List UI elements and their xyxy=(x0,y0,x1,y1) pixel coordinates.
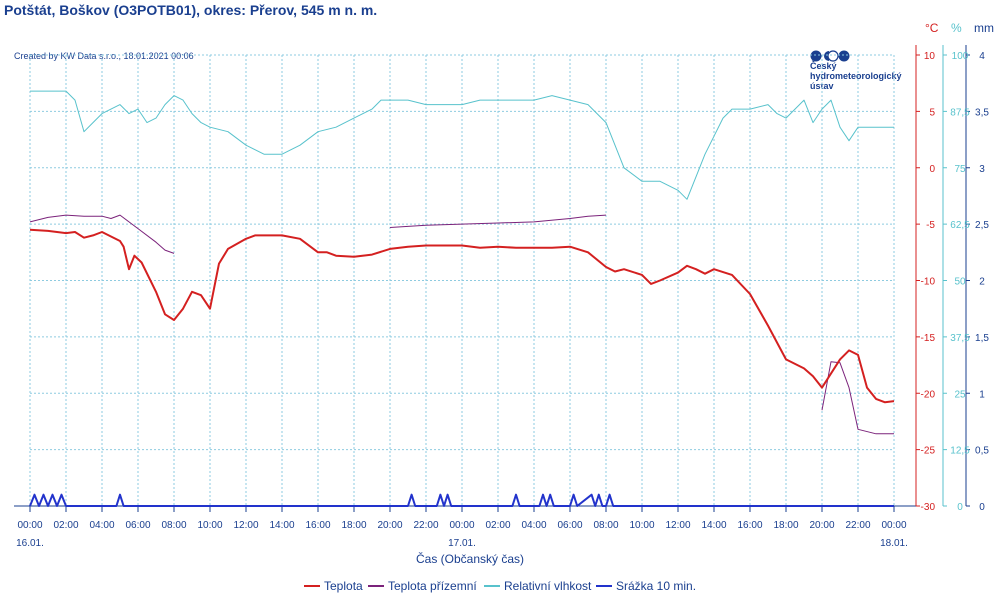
temperature-tick-label: 5 xyxy=(929,107,935,118)
x-tick-label: 18:00 xyxy=(341,520,366,531)
chmi-logo-text: Český hydrometeorologický ústav xyxy=(810,61,902,91)
legend-item: Teplota xyxy=(324,579,363,593)
humidity-tick-label: 12,5 xyxy=(950,446,970,457)
series-line-teplota-prizemni xyxy=(821,361,894,435)
x-tick-label: 14:00 xyxy=(701,520,726,531)
x-tick-label: 00:00 xyxy=(17,520,42,531)
series-line-relativni-vlhkost xyxy=(30,90,894,200)
x-tick-label: 18:00 xyxy=(773,520,798,531)
grid xyxy=(29,54,895,507)
logo-line: Český xyxy=(810,61,837,71)
precipitation-tick-label: 3,5 xyxy=(975,107,989,118)
precipitation-tick-label: 0 xyxy=(979,502,985,513)
precipitation-tick-label: 0,5 xyxy=(975,446,989,457)
series-line-teplota-prizemni xyxy=(29,214,175,254)
tick-labels: 00:00 02:00 04:00 06:00 08:00 10:00 12:00 14:00… xyxy=(16,51,989,549)
humidity-tick-label: 87,5 xyxy=(950,107,970,118)
humidity-tick-label: 37,5 xyxy=(950,333,970,344)
precipitation-tick-label: 4 xyxy=(979,51,985,62)
legend: Teplota Teplota přízemní Relativní vlhkost… xyxy=(304,579,696,593)
x-tick-label: 16:00 xyxy=(737,520,762,531)
x-tick-label: 10:00 xyxy=(197,520,222,531)
x-tick-label: 08:00 xyxy=(593,520,618,531)
precipitation-tick-label: 2,5 xyxy=(975,220,989,231)
x-tick-label: 00:00 xyxy=(881,520,906,531)
x-tick-label: 20:00 xyxy=(377,520,402,531)
date-label: 16.01. xyxy=(16,538,44,549)
humidity-tick-label: 62,5 xyxy=(950,220,970,231)
x-tick-label: 08:00 xyxy=(161,520,186,531)
x-tick-label: 16:00 xyxy=(305,520,330,531)
credit-text: Created by KW Data s.r.o., 18.01.2021 00… xyxy=(14,51,194,61)
temperature-tick-label: -10 xyxy=(921,277,936,288)
humidity-tick-label: 100 xyxy=(952,51,969,62)
x-tick-label: 06:00 xyxy=(125,520,150,531)
date-label: 18.01. xyxy=(880,538,908,549)
temperature-tick-label: -30 xyxy=(921,502,936,513)
page-title: Potštát, Boškov (O3POTB01), okres: Přero… xyxy=(4,2,378,18)
legend-item: Teplota přízemní xyxy=(388,579,477,593)
x-tick-label: 14:00 xyxy=(269,520,294,531)
humidity-tick-label: 0 xyxy=(957,502,963,513)
series-line-teplota-prizemni xyxy=(389,214,607,228)
humidity-tick-label: 50 xyxy=(954,277,966,288)
temperature-tick-label: -5 xyxy=(926,220,935,231)
x-tick-label: 12:00 xyxy=(233,520,258,531)
humidity-tick-label: 25 xyxy=(954,389,966,400)
x-axis-label: Čas (Občanský čas) xyxy=(416,551,524,566)
x-tick-label: 00:00 xyxy=(449,520,474,531)
series-line-teplota xyxy=(29,228,895,404)
series-layer xyxy=(29,90,895,507)
chmi-logo-icon xyxy=(810,50,850,62)
precipitation-tick-label: 1 xyxy=(979,389,985,400)
temperature-tick-label: -25 xyxy=(921,446,936,457)
humidity-tick-label: 75 xyxy=(954,164,966,175)
temperature-tick-label: -15 xyxy=(921,333,936,344)
temperature-unit-label: °C xyxy=(925,21,939,35)
precipitation-tick-label: 1,5 xyxy=(975,333,989,344)
x-tick-label: 04:00 xyxy=(521,520,546,531)
precipitation-tick-label: 2 xyxy=(979,277,985,288)
x-tick-label: 22:00 xyxy=(413,520,438,531)
temperature-tick-label: 10 xyxy=(924,51,936,62)
temperature-tick-label: 0 xyxy=(929,164,935,175)
x-tick-label: 12:00 xyxy=(665,520,690,531)
logo-line: ústav xyxy=(810,81,834,91)
legend-item: Relativní vlhkost xyxy=(504,579,592,593)
x-tick-label: 06:00 xyxy=(557,520,582,531)
precipitation-tick-label: 3 xyxy=(979,164,985,175)
logo-line: hydrometeorologický xyxy=(810,71,902,81)
temperature-tick-label: -20 xyxy=(921,389,936,400)
precipitation-unit-label: mm xyxy=(974,21,994,35)
x-tick-label: 22:00 xyxy=(845,520,870,531)
axes xyxy=(14,45,970,512)
x-tick-label: 04:00 xyxy=(89,520,114,531)
x-tick-label: 02:00 xyxy=(485,520,510,531)
humidity-unit-label: % xyxy=(951,21,962,35)
series-line-srazka xyxy=(29,493,894,507)
legend-item: Srážka 10 min. xyxy=(616,579,696,593)
x-tick-label: 20:00 xyxy=(809,520,834,531)
date-label: 17.01. xyxy=(448,538,476,549)
x-tick-label: 10:00 xyxy=(629,520,654,531)
x-tick-label: 02:00 xyxy=(53,520,78,531)
